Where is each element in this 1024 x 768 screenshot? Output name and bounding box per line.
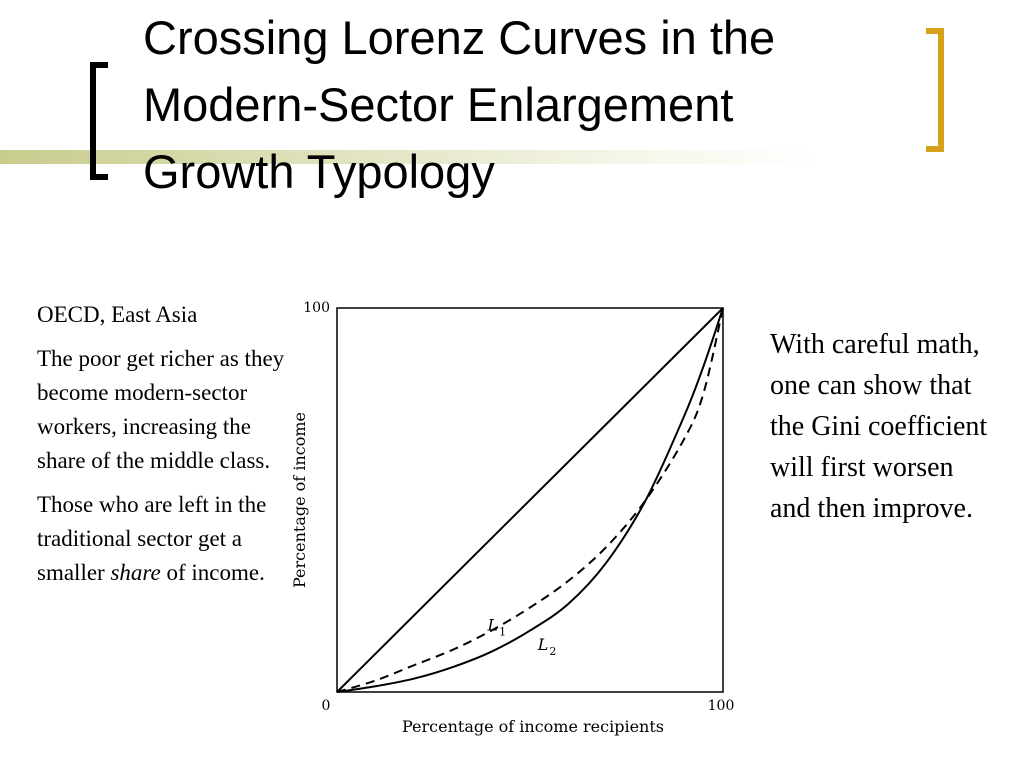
x-axis-label: Percentage of income recipients (402, 717, 664, 736)
x-tick-label-end: 100 (708, 698, 735, 714)
right-bracket-decoration (926, 28, 944, 152)
y-axis-label: Percentage of income (290, 412, 309, 588)
curve-label-l2: L2 (537, 635, 557, 658)
left-heading: OECD, East Asia (37, 302, 198, 327)
series-line-l2 (336, 307, 724, 693)
curve-label-l1: L1 (487, 616, 507, 639)
title-rule-bar (0, 150, 1024, 164)
left-bracket-decoration (90, 62, 108, 180)
curve-label-subscript: 1 (499, 626, 506, 639)
lorenz-chart: 100 0 100 Percentage of income recipient… (290, 300, 735, 736)
left-paragraph-2-start: Those who are left in the traditional se… (37, 492, 267, 585)
plot-frame (336, 307, 724, 693)
curve-label-subscript: 2 (549, 645, 556, 658)
left-text-block: OECD, East Asia The poor get richer as t… (37, 298, 287, 600)
series-line-equality (336, 307, 724, 693)
right-text-block: With careful math, one can show that the… (770, 329, 988, 524)
left-paragraph-2: Those who are left in the traditional se… (37, 488, 287, 590)
series-layer (336, 307, 724, 693)
series-line-l1 (336, 307, 724, 693)
left-paragraph-1: The poor get richer as they become moder… (37, 346, 285, 473)
x-tick-label-start: 0 (322, 698, 331, 714)
left-paragraph-2-end: of income. (160, 560, 265, 585)
left-paragraph-2-emphasis: share (110, 560, 161, 585)
slide-title: Crossing Lorenz Curves in the Modern-Sec… (143, 11, 776, 198)
y-tick-label-top: 100 (303, 300, 330, 316)
